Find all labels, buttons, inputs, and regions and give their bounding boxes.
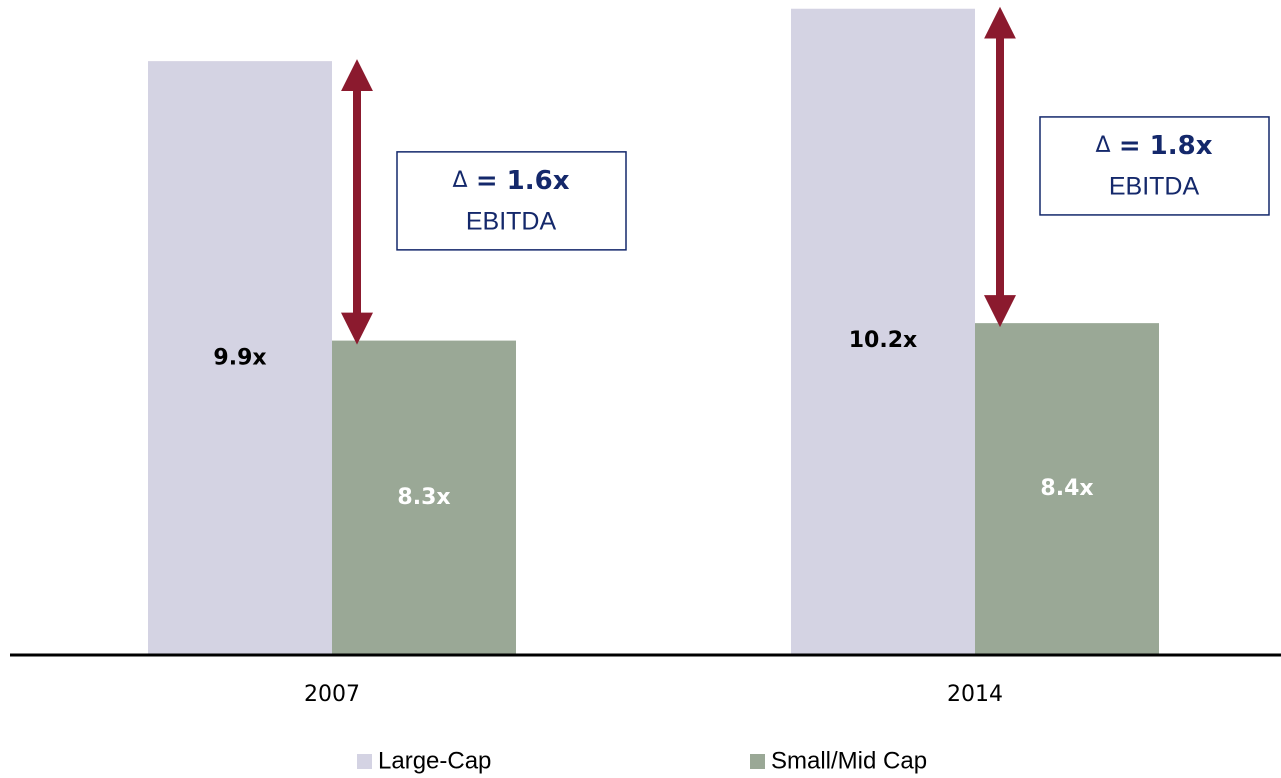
value-label: 9.9x	[213, 346, 266, 371]
bar	[148, 61, 332, 655]
annotation-box	[396, 151, 627, 251]
annotation-label: EBITDA	[466, 207, 557, 235]
bar	[791, 8, 975, 655]
delta-symbol: Δ	[1096, 133, 1111, 158]
legend-label: Large-Cap	[378, 747, 491, 774]
value-label: 10.2x	[849, 328, 917, 353]
value-label: 8.4x	[1040, 476, 1093, 501]
delta-value: = 1.8x	[1119, 130, 1213, 160]
x-tick-label: 2014	[947, 682, 1003, 707]
delta-value: = 1.6x	[476, 165, 570, 195]
bar	[332, 340, 516, 655]
annotation-box	[1039, 116, 1270, 216]
legend-swatch	[750, 754, 765, 769]
legend-swatch	[357, 754, 372, 769]
annotation-delta: Δ = 1.8x	[1096, 130, 1213, 160]
annotation-delta: Δ = 1.6x	[453, 165, 570, 195]
delta-symbol: Δ	[453, 168, 468, 193]
x-tick-label: 2007	[304, 682, 360, 707]
annotation-label: EBITDA	[1109, 173, 1200, 201]
value-label: 8.3x	[397, 485, 450, 510]
bar	[975, 323, 1159, 655]
legend-label: Small/Mid Cap	[771, 747, 927, 774]
